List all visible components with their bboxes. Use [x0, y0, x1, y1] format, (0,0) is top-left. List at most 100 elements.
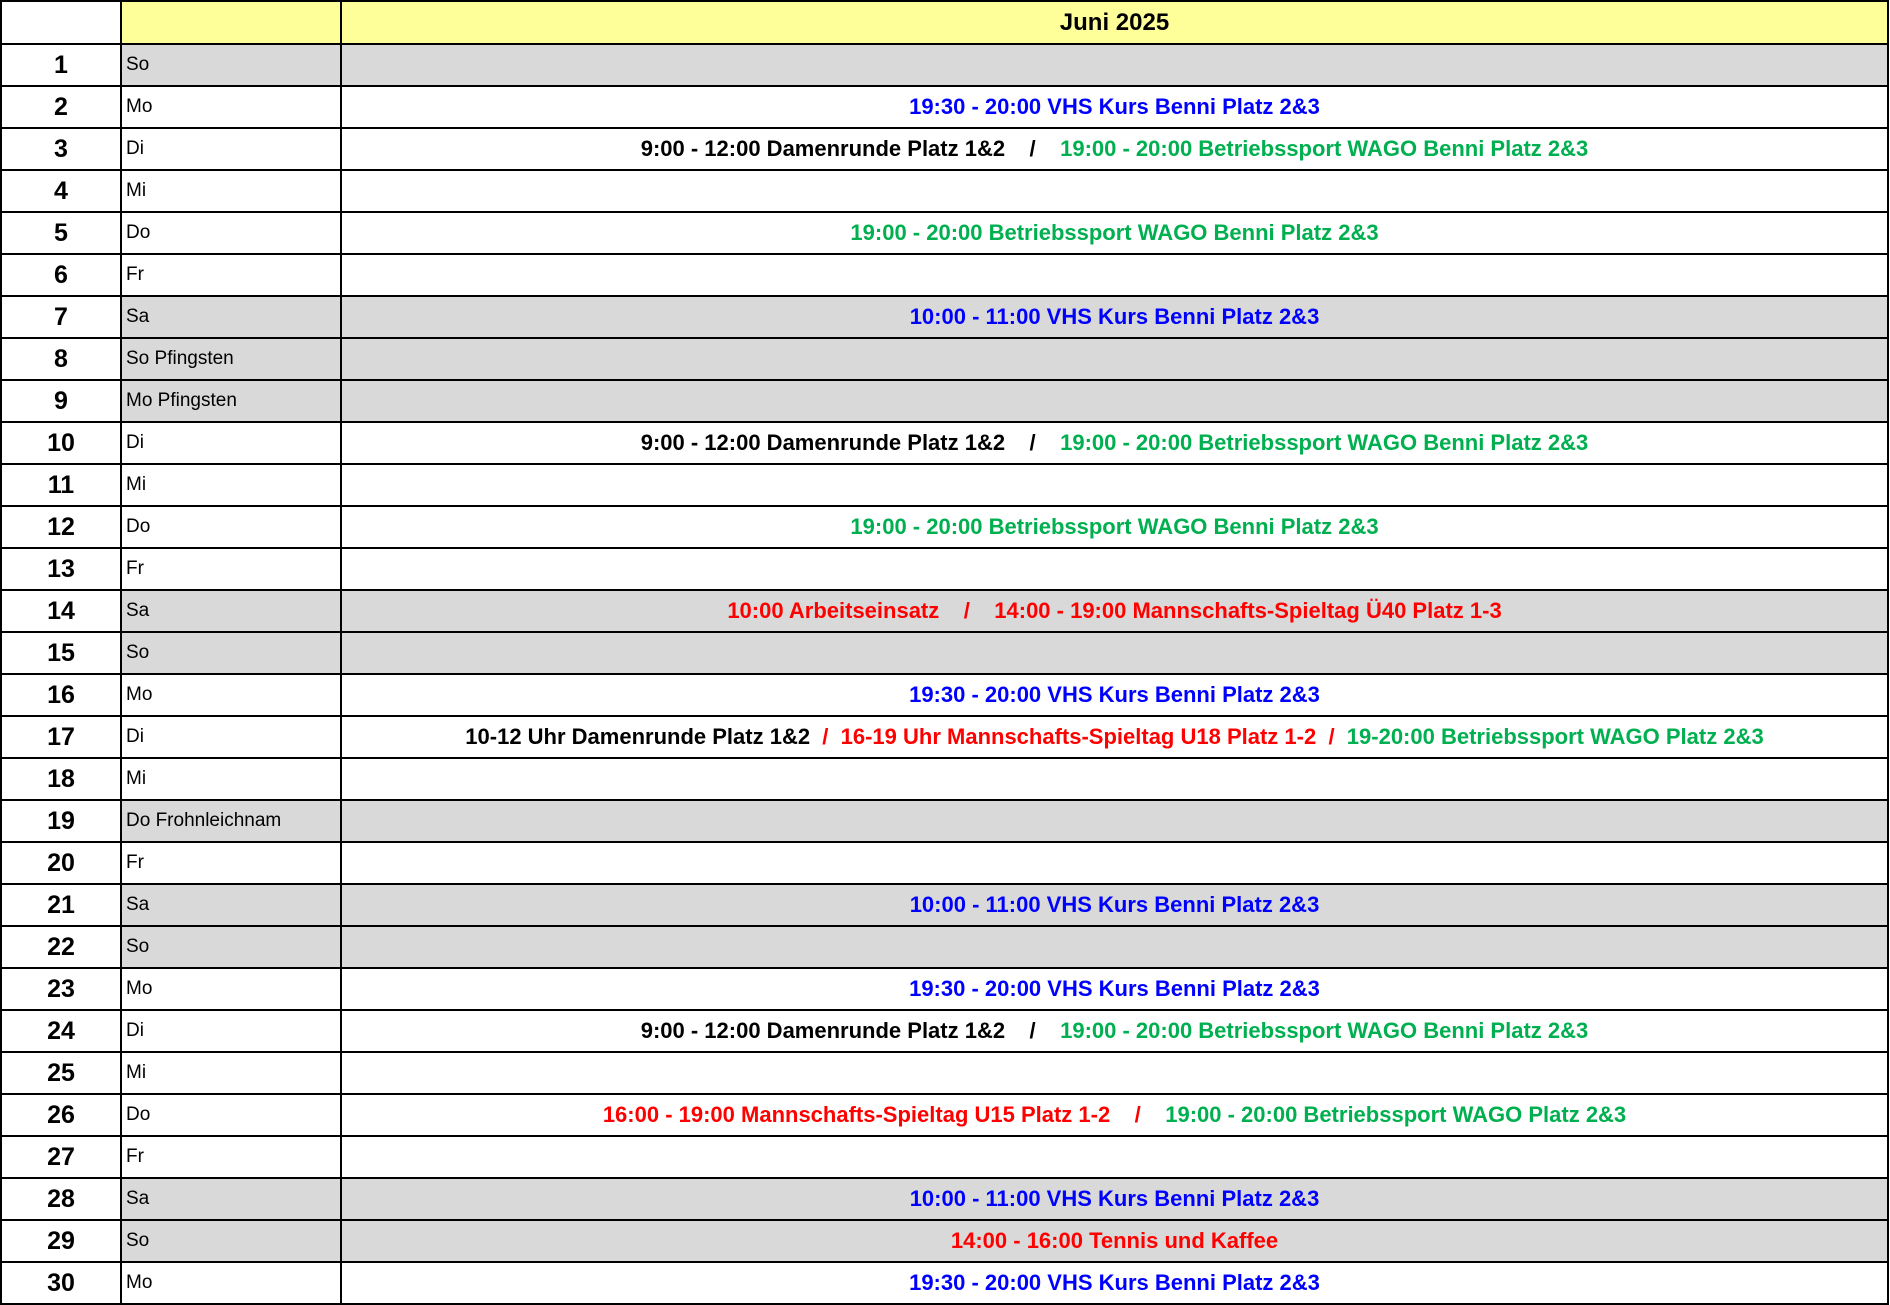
event-cell[interactable]: 9:00 - 12:00 Damenrunde Platz 1&2 / 19:0…: [340, 1009, 1889, 1053]
day-number-cell[interactable]: 18: [0, 757, 122, 801]
weekday-cell[interactable]: Fr: [120, 547, 342, 591]
weekday-cell[interactable]: So: [120, 43, 342, 87]
weekday-cell[interactable]: So: [120, 925, 342, 969]
day-number-cell[interactable]: 17: [0, 715, 122, 759]
day-number-cell[interactable]: 12: [0, 505, 122, 549]
weekday-cell[interactable]: Fr: [120, 841, 342, 885]
weekday-cell[interactable]: So Pfingsten: [120, 337, 342, 381]
day-number-cell[interactable]: 11: [0, 463, 122, 507]
day-number-cell[interactable]: 22: [0, 925, 122, 969]
day-number-cell[interactable]: 24: [0, 1009, 122, 1053]
day-number-cell[interactable]: 7: [0, 295, 122, 339]
weekday-cell[interactable]: Sa: [120, 1177, 342, 1221]
day-number-cell[interactable]: 4: [0, 169, 122, 213]
event-cell[interactable]: 19:30 - 20:00 VHS Kurs Benni Platz 2&3: [340, 1261, 1889, 1305]
event-text: 19:30 - 20:00 VHS Kurs Benni Platz 2&3: [909, 682, 1320, 707]
event-text: 10-12 Uhr Damenrunde Platz 1&2: [465, 724, 811, 749]
weekday-cell[interactable]: Do Frohnleichnam: [120, 799, 342, 843]
month-title[interactable]: Juni 2025: [340, 0, 1889, 45]
day-number-cell[interactable]: 26: [0, 1093, 122, 1137]
event-cell[interactable]: [340, 841, 1889, 885]
weekday-cell[interactable]: Do: [120, 505, 342, 549]
event-cell[interactable]: 10:00 - 11:00 VHS Kurs Benni Platz 2&3: [340, 883, 1889, 927]
event-cell[interactable]: 16:00 - 19:00 Mannschafts-Spieltag U15 P…: [340, 1093, 1889, 1137]
day-row: 10 Di 9:00 - 12:00 Damenrunde Platz 1&2 / …: [0, 421, 1889, 465]
weekday-cell[interactable]: Di: [120, 421, 342, 465]
event-cell[interactable]: 10-12 Uhr Damenrunde Platz 1&2 / 16-19 U…: [340, 715, 1889, 759]
event-cell[interactable]: [340, 463, 1889, 507]
weekday-cell[interactable]: Sa: [120, 883, 342, 927]
day-number-cell[interactable]: 29: [0, 1219, 122, 1263]
event-text: 19:30 - 20:00 VHS Kurs Benni Platz 2&3: [909, 1270, 1320, 1295]
event-cell[interactable]: [340, 169, 1889, 213]
weekday-cell[interactable]: Mo Pfingsten: [120, 379, 342, 423]
event-cell[interactable]: [340, 631, 1889, 675]
weekday-cell[interactable]: So: [120, 631, 342, 675]
weekday-cell[interactable]: Di: [120, 1009, 342, 1053]
day-number-cell[interactable]: 9: [0, 379, 122, 423]
day-number-cell[interactable]: 23: [0, 967, 122, 1011]
weekday-cell[interactable]: Mi: [120, 757, 342, 801]
weekday-cell[interactable]: Fr: [120, 1135, 342, 1179]
weekday-cell[interactable]: Mo: [120, 85, 342, 129]
day-row: 1 So: [0, 43, 1889, 87]
event-cell[interactable]: 10:00 - 11:00 VHS Kurs Benni Platz 2&3: [340, 1177, 1889, 1221]
day-number-cell[interactable]: 3: [0, 127, 122, 171]
day-number-cell[interactable]: 25: [0, 1051, 122, 1095]
event-cell[interactable]: 19:00 - 20:00 Betriebssport WAGO Benni P…: [340, 211, 1889, 255]
day-number-cell[interactable]: 10: [0, 421, 122, 465]
event-cell[interactable]: [340, 925, 1889, 969]
header-corner-cell[interactable]: [0, 0, 122, 45]
weekday-cell[interactable]: Fr: [120, 253, 342, 297]
event-cell[interactable]: [340, 379, 1889, 423]
event-cell[interactable]: [340, 1135, 1889, 1179]
event-cell[interactable]: [340, 43, 1889, 87]
weekday-cell[interactable]: Do: [120, 1093, 342, 1137]
weekday-cell[interactable]: Mi: [120, 1051, 342, 1095]
day-number-cell[interactable]: 30: [0, 1261, 122, 1305]
event-cell[interactable]: 10:00 - 11:00 VHS Kurs Benni Platz 2&3: [340, 295, 1889, 339]
event-cell[interactable]: [340, 337, 1889, 381]
weekday-cell[interactable]: Mi: [120, 463, 342, 507]
day-number-cell[interactable]: 19: [0, 799, 122, 843]
weekday-cell[interactable]: Mo: [120, 1261, 342, 1305]
day-number-cell[interactable]: 5: [0, 211, 122, 255]
day-number-cell[interactable]: 16: [0, 673, 122, 717]
event-cell[interactable]: 19:00 - 20:00 Betriebssport WAGO Benni P…: [340, 505, 1889, 549]
event-cell[interactable]: 19:30 - 20:00 VHS Kurs Benni Platz 2&3: [340, 673, 1889, 717]
event-cell[interactable]: [340, 799, 1889, 843]
event-cell[interactable]: 9:00 - 12:00 Damenrunde Platz 1&2 / 19:0…: [340, 127, 1889, 171]
day-number-cell[interactable]: 13: [0, 547, 122, 591]
weekday-cell[interactable]: Sa: [120, 589, 342, 633]
weekday-cell[interactable]: Sa: [120, 295, 342, 339]
day-number-cell[interactable]: 2: [0, 85, 122, 129]
event-cell[interactable]: 19:30 - 20:00 VHS Kurs Benni Platz 2&3: [340, 85, 1889, 129]
day-number-cell[interactable]: 6: [0, 253, 122, 297]
weekday-cell[interactable]: Mo: [120, 673, 342, 717]
event-cell[interactable]: [340, 1051, 1889, 1095]
day-number-cell[interactable]: 28: [0, 1177, 122, 1221]
day-number-cell[interactable]: 8: [0, 337, 122, 381]
day-row: 26 Do 16:00 - 19:00 Mannschafts-Spieltag U…: [0, 1093, 1889, 1137]
day-number-cell[interactable]: 15: [0, 631, 122, 675]
header-day-cell[interactable]: [120, 0, 342, 45]
event-cell[interactable]: 10:00 Arbeitseinsatz / 14:00 - 19:00 Man…: [340, 589, 1889, 633]
weekday-cell[interactable]: Do: [120, 211, 342, 255]
weekday-cell[interactable]: Di: [120, 715, 342, 759]
weekday-cell[interactable]: Di: [120, 127, 342, 171]
day-number-cell[interactable]: 1: [0, 43, 122, 87]
weekday-cell[interactable]: So: [120, 1219, 342, 1263]
event-cell[interactable]: [340, 757, 1889, 801]
day-number-cell[interactable]: 27: [0, 1135, 122, 1179]
event-cell[interactable]: [340, 547, 1889, 591]
weekday-cell[interactable]: Mi: [120, 169, 342, 213]
event-cell[interactable]: 14:00 - 16:00 Tennis und Kaffee: [340, 1219, 1889, 1263]
day-number-cell[interactable]: 14: [0, 589, 122, 633]
event-cell[interactable]: [340, 253, 1889, 297]
event-cell[interactable]: 9:00 - 12:00 Damenrunde Platz 1&2 / 19:0…: [340, 421, 1889, 465]
day-row: 24 Di 9:00 - 12:00 Damenrunde Platz 1&2 / …: [0, 1009, 1889, 1053]
weekday-cell[interactable]: Mo: [120, 967, 342, 1011]
day-number-cell[interactable]: 20: [0, 841, 122, 885]
event-cell[interactable]: 19:30 - 20:00 VHS Kurs Benni Platz 2&3: [340, 967, 1889, 1011]
day-number-cell[interactable]: 21: [0, 883, 122, 927]
